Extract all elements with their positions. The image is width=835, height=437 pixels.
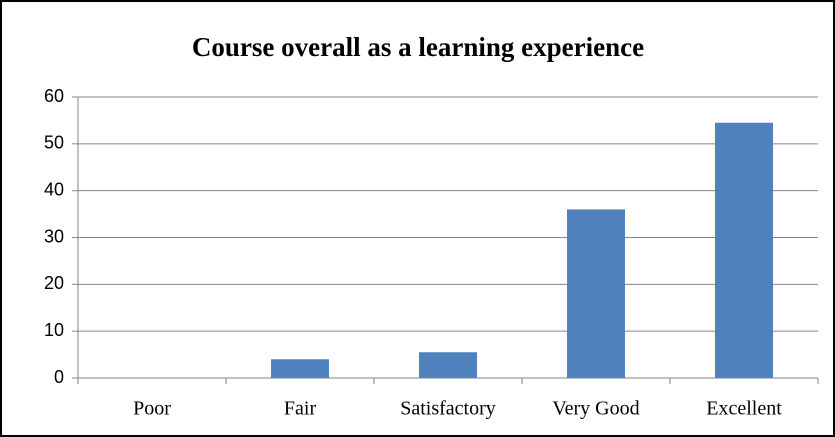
bar [567, 209, 625, 378]
bar [419, 352, 477, 378]
y-tick-label: 30 [44, 226, 64, 246]
x-tick-label: Poor [133, 398, 171, 420]
x-tick-label: Very Good [552, 398, 639, 420]
y-tick-label: 10 [44, 320, 64, 340]
y-tick-label: 0 [54, 367, 64, 387]
x-tick-label: Excellent [706, 398, 782, 420]
bar [271, 359, 329, 378]
y-tick-label: 20 [44, 273, 64, 293]
bar [715, 122, 773, 378]
chart-title: Course overall as a learning experience [192, 32, 644, 62]
x-tick-label: Satisfactory [400, 398, 496, 420]
y-tick-label: 60 [44, 86, 64, 106]
x-tick-label: Fair [284, 398, 317, 420]
y-tick-label: 40 [44, 179, 64, 199]
y-tick-label: 50 [44, 133, 64, 153]
